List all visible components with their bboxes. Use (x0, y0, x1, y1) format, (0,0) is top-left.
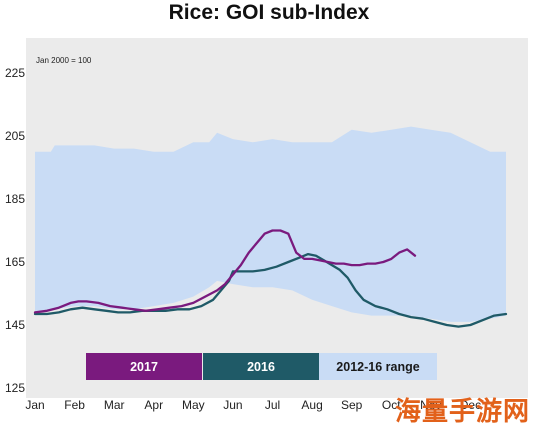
legend-label-2: 2016 (247, 360, 275, 374)
legend: 2017 2016 2012-16 range (86, 353, 437, 380)
y-tick-label-205: 205 (5, 129, 25, 143)
x-tick-label-jun: Jun (223, 398, 242, 412)
legend-swatch-3 (319, 353, 437, 380)
y-axis: 125 145 165 185 205 225 (5, 66, 25, 395)
x-tick-label-may: May (182, 398, 205, 412)
range-band-2012-16 (35, 126, 506, 322)
x-tick-label-dec: Dec (460, 398, 481, 412)
y-tick-label-185: 185 (5, 192, 25, 206)
x-tick-label-jul: Jul (265, 398, 280, 412)
legend-label-1: 2017 (130, 360, 158, 374)
y-tick-label-225: 225 (5, 66, 25, 80)
x-tick-label-aug: Aug (301, 398, 322, 412)
chart-subtitle: Jan 2000 = 100 (36, 56, 92, 65)
x-tick-label-nov: Nov (420, 398, 441, 412)
x-tick-label-oct: Oct (382, 398, 401, 412)
legend-swatch-2 (203, 353, 319, 380)
chart-title: Rice: GOI sub-Index (168, 1, 370, 24)
legend-label-3: 2012-16 range (336, 360, 419, 374)
x-tick-label-apr: Apr (144, 398, 163, 412)
x-tick-label-sep: Sep (341, 398, 363, 412)
x-tick-label-jan: Jan (25, 398, 44, 412)
watermark-logo: 海量手游网 (394, 397, 530, 427)
y-tick-label-165: 165 (5, 255, 25, 269)
x-tick-label-mar: Mar (104, 398, 125, 412)
series-line-2016 (33, 252, 508, 328)
series-line-2017 (33, 229, 417, 314)
y-tick-label-145: 145 (5, 318, 25, 332)
legend-swatch-1 (86, 353, 202, 380)
x-axis: Jan Feb Mar Apr May Jun Jul Aug Sep Oct Nov Dec (25, 398, 481, 412)
y-tick-label-125: 125 (5, 381, 25, 395)
x-tick-label-feb: Feb (64, 398, 85, 412)
